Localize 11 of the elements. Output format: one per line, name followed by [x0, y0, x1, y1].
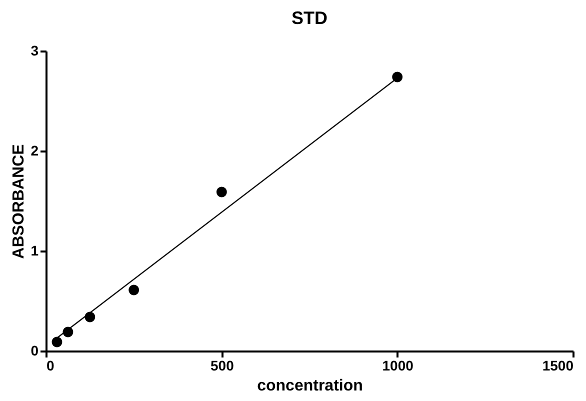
x-tick-label: 1500: [542, 358, 574, 374]
x-tick-label: 1000: [382, 358, 414, 374]
y-axis-title: ABSORBANCE: [10, 144, 28, 259]
y-tick-label: 3: [30, 42, 39, 58]
y-tick-label: 1: [30, 242, 39, 258]
y-tick-label: 0: [30, 342, 39, 358]
x-axis-title: concentration: [257, 378, 363, 394]
x-tick-label: 500: [210, 358, 234, 374]
x-tick-label: 0: [46, 358, 54, 374]
y-tick-label: 2: [30, 142, 39, 158]
chart-title: STD: [292, 8, 328, 28]
